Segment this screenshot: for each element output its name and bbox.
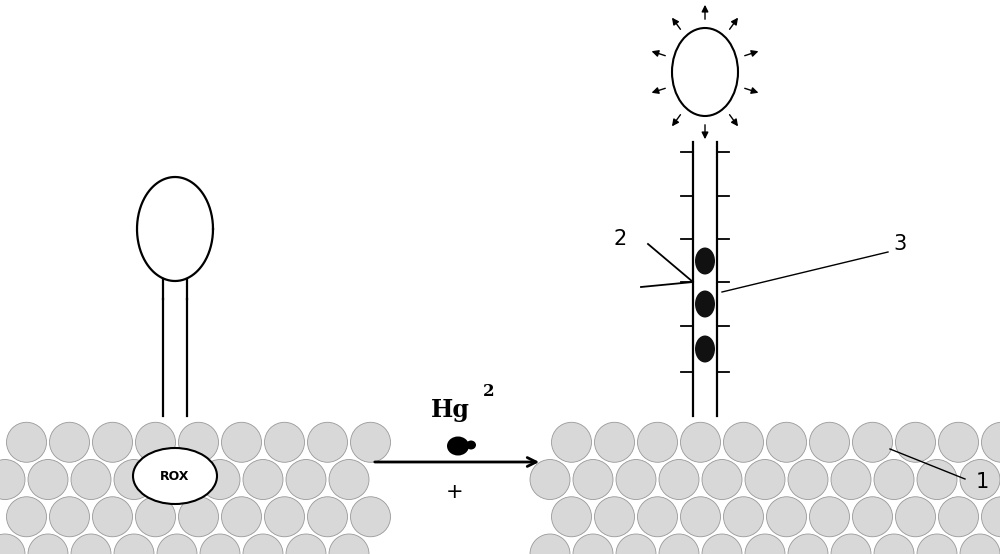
Circle shape	[788, 459, 828, 500]
Ellipse shape	[695, 248, 715, 274]
Text: 2: 2	[613, 229, 627, 249]
Circle shape	[0, 534, 25, 554]
Circle shape	[351, 422, 390, 462]
Circle shape	[960, 459, 1000, 500]
Circle shape	[329, 459, 369, 500]
Circle shape	[681, 422, 720, 462]
Circle shape	[552, 497, 591, 537]
Circle shape	[552, 422, 591, 462]
Circle shape	[93, 497, 132, 537]
Circle shape	[982, 422, 1000, 462]
Circle shape	[874, 459, 914, 500]
Circle shape	[595, 497, 634, 537]
Circle shape	[157, 459, 197, 500]
Circle shape	[114, 534, 154, 554]
Circle shape	[28, 534, 68, 554]
Circle shape	[71, 459, 111, 500]
Circle shape	[767, 422, 806, 462]
Circle shape	[939, 422, 978, 462]
Circle shape	[530, 459, 570, 500]
Text: 1: 1	[975, 472, 989, 492]
Ellipse shape	[672, 28, 738, 116]
Circle shape	[724, 497, 763, 537]
Circle shape	[917, 459, 957, 500]
Circle shape	[896, 497, 935, 537]
Text: Hg: Hg	[431, 398, 469, 422]
Circle shape	[982, 497, 1000, 537]
Circle shape	[616, 534, 656, 554]
Circle shape	[638, 497, 677, 537]
Ellipse shape	[695, 290, 715, 317]
Circle shape	[351, 497, 390, 537]
Circle shape	[265, 497, 304, 537]
Circle shape	[28, 459, 68, 500]
Circle shape	[265, 422, 304, 462]
Circle shape	[939, 497, 978, 537]
Circle shape	[874, 534, 914, 554]
Text: 3: 3	[893, 234, 907, 254]
Circle shape	[222, 422, 261, 462]
Circle shape	[724, 422, 763, 462]
Circle shape	[573, 534, 613, 554]
Ellipse shape	[133, 448, 217, 504]
Text: ROX: ROX	[160, 469, 190, 483]
Circle shape	[50, 497, 89, 537]
Circle shape	[530, 534, 570, 554]
Circle shape	[681, 497, 720, 537]
Circle shape	[179, 422, 218, 462]
Text: +: +	[446, 482, 464, 502]
Circle shape	[659, 459, 699, 500]
Circle shape	[286, 534, 326, 554]
Circle shape	[853, 497, 892, 537]
Ellipse shape	[695, 336, 715, 362]
Circle shape	[659, 534, 699, 554]
Circle shape	[222, 497, 261, 537]
Circle shape	[308, 497, 347, 537]
Circle shape	[573, 459, 613, 500]
Circle shape	[788, 534, 828, 554]
Circle shape	[114, 459, 154, 500]
Circle shape	[831, 459, 871, 500]
Circle shape	[638, 422, 677, 462]
Ellipse shape	[466, 440, 476, 449]
Circle shape	[71, 534, 111, 554]
Ellipse shape	[447, 437, 469, 455]
Circle shape	[243, 459, 283, 500]
Circle shape	[853, 422, 892, 462]
Circle shape	[157, 534, 197, 554]
Circle shape	[329, 534, 369, 554]
Circle shape	[767, 497, 806, 537]
Circle shape	[810, 497, 849, 537]
Circle shape	[702, 534, 742, 554]
Circle shape	[0, 459, 25, 500]
Circle shape	[917, 534, 957, 554]
Circle shape	[896, 422, 935, 462]
Circle shape	[179, 497, 218, 537]
Circle shape	[136, 422, 175, 462]
Circle shape	[745, 534, 785, 554]
Circle shape	[7, 497, 46, 537]
Circle shape	[136, 497, 175, 537]
Circle shape	[810, 422, 849, 462]
Circle shape	[93, 422, 132, 462]
Circle shape	[831, 534, 871, 554]
Circle shape	[286, 459, 326, 500]
Circle shape	[616, 459, 656, 500]
Text: 2: 2	[483, 383, 495, 400]
Circle shape	[200, 534, 240, 554]
Circle shape	[243, 534, 283, 554]
Circle shape	[960, 534, 1000, 554]
Circle shape	[200, 459, 240, 500]
Circle shape	[595, 422, 634, 462]
Circle shape	[745, 459, 785, 500]
Circle shape	[308, 422, 347, 462]
Circle shape	[7, 422, 46, 462]
Circle shape	[50, 422, 89, 462]
Circle shape	[702, 459, 742, 500]
